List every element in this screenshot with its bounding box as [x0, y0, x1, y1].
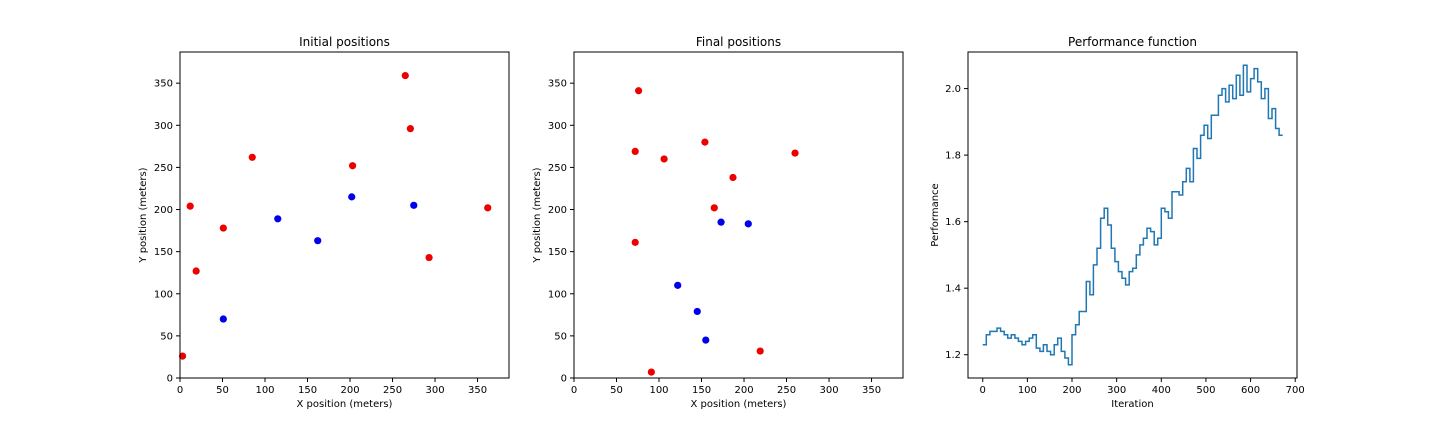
x-axis-label: X position (meters) [691, 399, 787, 410]
data-point-red-5 [729, 173, 737, 182]
data-point-blue-5 [702, 336, 710, 344]
data-point-red-1 [635, 87, 643, 95]
y-tick-label: 1.2 [945, 350, 961, 361]
x-tick-label: 100 [255, 385, 274, 396]
data-point-blue-5 [410, 201, 418, 209]
y-tick-label: 100 [548, 289, 567, 300]
data-point-red-8 [406, 125, 414, 133]
y-tick-label: 0 [561, 374, 567, 385]
data-point-blue-1 [219, 315, 227, 323]
x-tick-label: 300 [425, 385, 444, 396]
y-tick-label: 300 [154, 121, 173, 132]
x-tick-label: 600 [1241, 385, 1260, 396]
x-tick-label: 700 [1286, 385, 1305, 396]
y-tick-label: 100 [154, 289, 173, 300]
data-point-blue-4 [693, 307, 701, 316]
subplot-3: 0 100 200 300 400 500 600 700 1.2 1.4 1.6 1.8 2.0 Per… [930, 35, 1305, 410]
data-point-blue-2 [274, 215, 282, 223]
axes-frame [967, 51, 1298, 379]
chart-title: Final positions [696, 35, 781, 49]
y-tick-label: 300 [548, 121, 567, 132]
x-tick-label: 50 [610, 385, 623, 396]
data-point-red-9 [756, 347, 764, 355]
data-point-red-2 [631, 147, 639, 156]
x-tick-label: 250 [383, 385, 402, 396]
x-tick-label: 300 [819, 385, 838, 396]
data-point-blue-1 [717, 218, 725, 226]
y-axis-label: Performance [930, 183, 941, 246]
data-point-red-8 [791, 149, 799, 157]
data-point-red-6 [710, 204, 718, 212]
data-point-red-4 [219, 224, 227, 232]
y-tick-label: 200 [548, 205, 567, 216]
y-tick-label: 200 [154, 205, 173, 216]
x-tick-label: 150 [298, 385, 317, 396]
x-tick-label: 200 [734, 385, 753, 396]
y-tick-label: 1.8 [945, 151, 961, 162]
y-tick-label: 50 [554, 331, 567, 342]
y-tick-label: 250 [154, 163, 173, 174]
data-point-red-3 [660, 155, 668, 163]
y-tick-label: 1.4 [945, 284, 961, 295]
y-tick-label: 1.6 [945, 217, 961, 228]
y-tick-label: 0 [167, 374, 173, 385]
data-point-blue-3 [314, 237, 322, 245]
x-tick-label: 0 [177, 385, 183, 396]
data-point-blue-2 [744, 220, 752, 228]
y-tick-label: 2.0 [945, 84, 961, 95]
data-point-red-7 [631, 238, 639, 246]
x-tick-label: 150 [692, 385, 711, 396]
x-tick-label: 0 [980, 385, 986, 396]
x-tick-label: 250 [777, 385, 796, 396]
x-tick-label: 400 [1152, 385, 1171, 396]
data-point-red-2 [186, 202, 194, 210]
data-point-blue-3 [674, 281, 682, 289]
data-point-red-5 [248, 153, 256, 161]
chart-title: Initial positions [299, 35, 390, 49]
x-tick-label: 350 [468, 385, 487, 396]
chart-title: Performance function [1068, 35, 1197, 49]
axes-frame [573, 51, 904, 379]
y-tick-label: 250 [548, 163, 567, 174]
x-tick-label: 350 [862, 385, 881, 396]
y-tick-label: 50 [160, 331, 173, 342]
data-point-red-1 [178, 352, 187, 360]
x-axis-label: Iteration [1111, 399, 1153, 410]
data-point-red-4 [701, 138, 709, 146]
x-tick-label: 200 [1062, 385, 1081, 396]
data-point-red-3 [192, 267, 200, 275]
x-axis-label: X position (meters) [297, 399, 393, 410]
y-tick-label: 350 [154, 79, 173, 90]
data-point-red-9 [425, 253, 433, 262]
data-point-red-10 [484, 204, 492, 212]
y-tick-label: 150 [154, 247, 173, 258]
subplot-1: 0 50 100 150 200 250 300 350 0 50 100 150 200 250 300 3… [138, 35, 510, 410]
x-tick-label: 0 [571, 385, 577, 396]
x-tick-label: 200 [340, 385, 359, 396]
x-tick-label: 50 [216, 385, 229, 396]
y-axis-label: Y position (meters) [532, 167, 543, 263]
y-tick-label: 350 [548, 79, 567, 90]
x-tick-label: 100 [649, 385, 668, 396]
x-tick-label: 500 [1196, 385, 1215, 396]
x-tick-label: 300 [1107, 385, 1126, 396]
data-point-red-6 [348, 162, 357, 170]
data-point-red-10 [647, 368, 655, 376]
data-point-red-7 [401, 71, 409, 80]
performance-line [982, 64, 1283, 366]
data-point-blue-4 [348, 193, 356, 201]
subplot-2: 0 50 100 150 200 250 300 350 0 50 100 150 200 250 300 3… [532, 35, 904, 410]
y-tick-label: 150 [548, 247, 567, 258]
y-axis-label: Y position (meters) [138, 167, 149, 263]
axes-frame [179, 51, 510, 379]
x-tick-label: 100 [1018, 385, 1037, 396]
